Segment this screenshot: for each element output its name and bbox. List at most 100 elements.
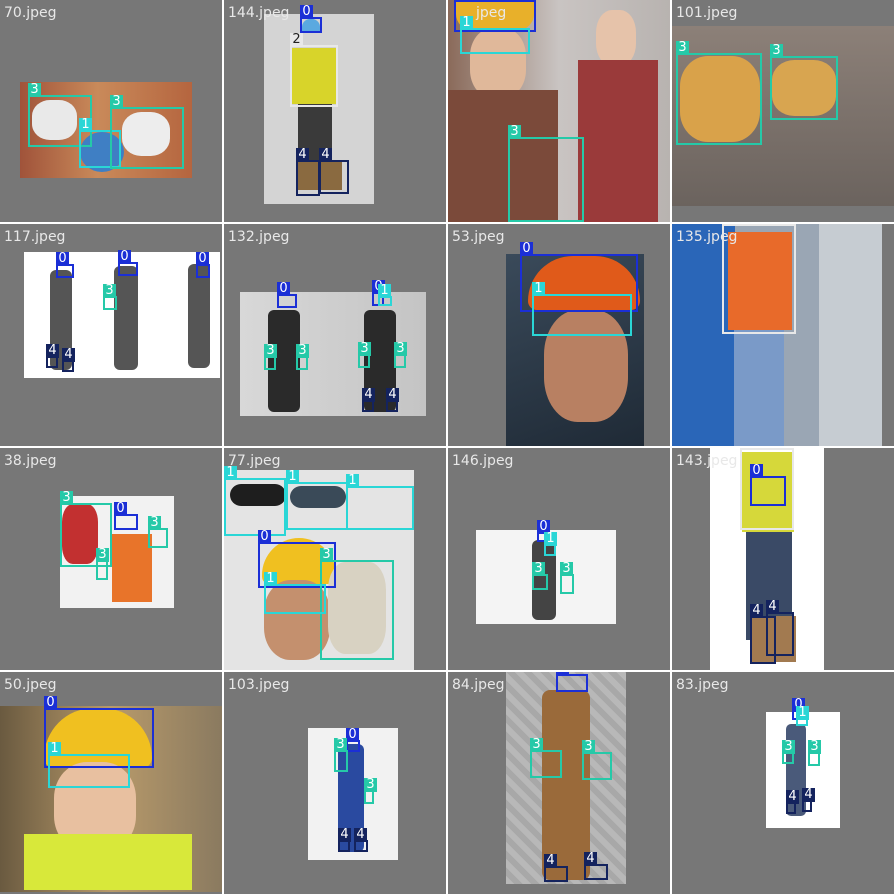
tile: 101.jpeg 3 3: [672, 0, 894, 222]
detection-box: 3: [530, 738, 562, 778]
glove: [328, 562, 386, 654]
class-tag: 1: [224, 466, 237, 480]
class-tag: 1: [544, 532, 557, 546]
class-tag: 1: [79, 118, 92, 132]
detection-box: 3: [782, 740, 795, 764]
detection-box: 4: [386, 388, 399, 412]
detection-box: 3: [320, 548, 394, 660]
worker: [114, 266, 138, 370]
glove: [122, 112, 170, 156]
detection-box: 4: [786, 790, 799, 814]
detection-box: 0: [114, 502, 138, 530]
class-tag: 3: [530, 738, 543, 752]
class-tag: 1: [378, 284, 391, 298]
detection-box: 0: [346, 728, 360, 752]
class-tag: 3: [110, 95, 123, 109]
detection-box: 3: [148, 516, 168, 548]
class-tag: 0: [520, 242, 533, 256]
class-tag: 0: [277, 282, 290, 296]
worker: [188, 264, 210, 368]
detection-box: 3: [676, 41, 762, 145]
tile: jpeg 0 1 3: [448, 0, 670, 222]
detection-box: 1: [544, 532, 557, 556]
class-tag: 4: [338, 828, 351, 842]
class-tag: 4: [362, 388, 375, 402]
detection-box: 4: [338, 828, 351, 852]
detection-box: 1: [796, 706, 809, 726]
class-tag: 3: [358, 342, 371, 356]
helmet: [302, 19, 320, 33]
detection-box: 0: [258, 530, 336, 588]
tile-label: 146.jpeg: [452, 453, 514, 469]
class-tag: 4: [802, 788, 815, 802]
detection-box: 1: [48, 742, 130, 788]
class-tag: 3: [320, 548, 333, 562]
class-tag: 4: [750, 604, 763, 618]
class-tag: 1: [48, 742, 61, 756]
detection-box: 0: [118, 250, 138, 276]
detection-box: 1: [79, 118, 121, 168]
tile: 103.jpeg 0 3 3 4 4: [224, 672, 446, 894]
detection-box: 0: [277, 282, 297, 308]
class-tag: 1: [264, 572, 277, 586]
detection-box: 0: [556, 672, 588, 692]
detection-box: 4: [362, 388, 375, 412]
class-tag: 4: [319, 148, 332, 162]
detection-box: 4: [802, 788, 815, 812]
class-tag: 0: [750, 464, 763, 478]
detection-box: 4: [766, 600, 794, 656]
tile-label: jpeg: [476, 5, 507, 21]
tile-label: 83.jpeg: [676, 677, 729, 693]
class-tag: 4: [354, 828, 367, 842]
detection-box: 3: [96, 548, 109, 580]
tile: 38.jpeg 3 0 3 3: [0, 448, 222, 670]
detection-box: 3: [110, 95, 184, 169]
class-tag: 3: [334, 738, 347, 752]
detection-box: 1: [264, 572, 326, 614]
detection-box: 4: [46, 344, 59, 368]
glove: [680, 56, 760, 142]
glasses: [290, 486, 346, 508]
tile: 135.jpeg 2: [672, 224, 894, 446]
tile-label: 132.jpeg: [228, 229, 290, 245]
class-tag: 4: [296, 148, 309, 162]
class-tag: 0: [537, 520, 550, 534]
class-tag: 4: [544, 854, 557, 868]
class-tag: 2: [740, 448, 753, 450]
class-tag: 1: [346, 474, 359, 488]
class-tag: 2: [722, 224, 735, 226]
tile-label: 50.jpeg: [4, 677, 57, 693]
detection-box: 1: [286, 470, 348, 530]
tile-label: 103.jpeg: [228, 677, 290, 693]
class-tag: 0: [556, 672, 569, 676]
tile-label: 84.jpeg: [452, 677, 505, 693]
class-tag: 0: [454, 0, 467, 2]
class-tag: 3: [508, 125, 521, 139]
tile: 77.jpeg 1 1 1 0 3 1: [224, 448, 446, 670]
detection-box: 1: [224, 466, 286, 536]
class-tag: 0: [118, 250, 131, 264]
tile: 70.jpeg 3 1 3: [0, 0, 222, 222]
class-tag: 0: [300, 5, 313, 19]
tile: 132.jpeg 0 0 1 3 3 3 3 4 4: [224, 224, 446, 446]
class-tag: 3: [103, 284, 116, 298]
face: [264, 580, 330, 660]
detection-box: 1: [346, 474, 414, 530]
detection-box: 0: [56, 252, 74, 278]
class-tag: 3: [532, 562, 545, 576]
class-tag: 3: [394, 342, 407, 356]
vest: [728, 232, 792, 330]
class-tag: 0: [114, 502, 127, 516]
shirt: [578, 60, 658, 222]
class-tag: 3: [364, 778, 377, 792]
detection-box: 2: [740, 448, 794, 530]
class-tag: 4: [584, 852, 597, 866]
mask: [80, 132, 124, 172]
detection-box: 1: [378, 284, 392, 306]
detection-box: 4: [319, 148, 349, 194]
face: [544, 310, 628, 422]
detection-box: 3: [364, 778, 377, 804]
class-tag: 3: [770, 44, 783, 58]
class-tag: 0: [346, 728, 359, 742]
tile-label: 143.jpeg: [676, 453, 738, 469]
